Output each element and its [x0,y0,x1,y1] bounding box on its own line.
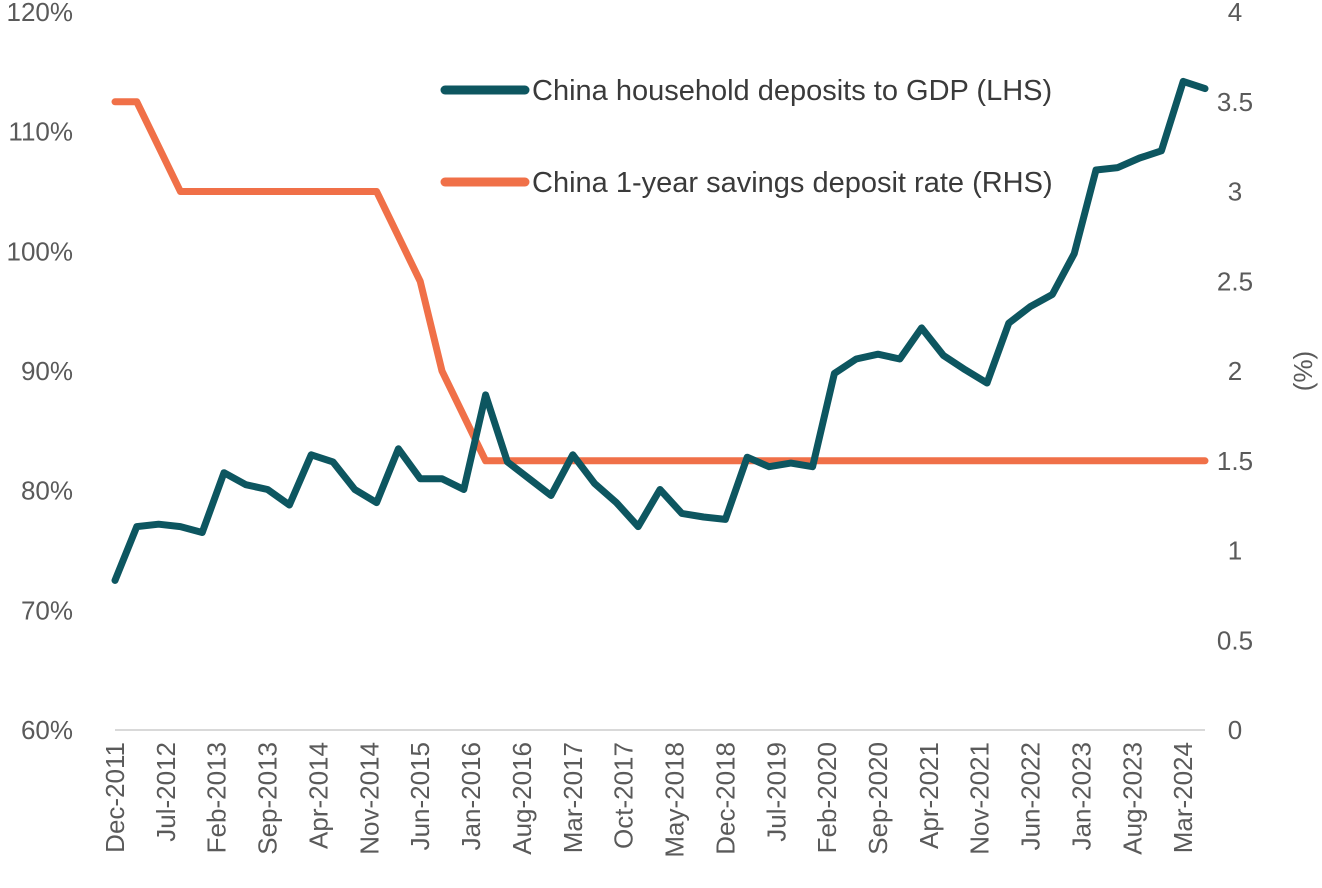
y-right-tick-label: 1.5 [1217,446,1253,476]
x-tick-label: May-2018 [660,742,690,858]
x-tick-label: Oct-2017 [609,742,639,849]
x-tick-label: Apr-2014 [303,742,333,849]
x-tick-label: Jul-2012 [151,742,181,842]
x-tick-label: Feb-2020 [812,742,842,853]
y-right-axis-title: (%) [1288,351,1318,391]
x-tick-label: Apr-2021 [914,742,944,849]
x-tick-label: Jan-2016 [456,742,486,850]
legend-label: China 1-year savings deposit rate (RHS) [532,167,1053,199]
y-right-tick-label: 0.5 [1217,625,1253,655]
series-line-household-deposits [111,77,1209,584]
y-right-tick-label: 1 [1228,536,1242,566]
y-left-tick-label: 120% [7,0,74,27]
y-left-tick-label: 100% [7,236,74,266]
x-tick-label: Jun-2015 [405,742,435,850]
legend-label: China household deposits to GDP (LHS) [532,75,1052,107]
y-right-tick-label: 2 [1228,356,1242,386]
x-tick-label: Sep-2013 [253,742,283,855]
x-tick-label: Nov-2021 [965,742,995,855]
y-right-tick-label: 4 [1228,0,1242,27]
legend: China household deposits to GDP (LHS) Chi… [440,75,1053,199]
y-left-tick-label: 70% [21,595,73,625]
x-tick-label: Jul-2019 [761,742,791,842]
x-tick-label: Jun-2022 [1016,742,1046,850]
axes-group: 60% 70% 80% 90% 100% 110% 120% 0 0.5 1 1.5 2 2.5 3 3.5… [7,0,1319,858]
y-left-tick-label: 60% [21,715,73,745]
y-right-tick-label: 0 [1228,715,1242,745]
y-right-tick-label: 2.5 [1217,266,1253,296]
y-right-tick-label: 3.5 [1217,87,1253,117]
y-left-tick-label: 110% [8,117,73,147]
series-group [111,77,1209,584]
y-left-tick-label: 90% [21,356,73,386]
series-line-savings-rate [111,98,1209,465]
x-tick-label: Nov-2014 [354,742,384,855]
x-tick-label: Feb-2013 [202,742,232,853]
x-tick-label: Mar-2017 [558,742,588,853]
x-tick-label: Dec-2011 [100,742,130,853]
x-tick-label: Aug-2023 [1117,742,1147,855]
x-tick-label: Aug-2016 [507,742,537,855]
x-tick-label: Sep-2020 [863,742,893,855]
x-tick-label: Mar-2024 [1168,742,1198,853]
y-right-tick-label: 3 [1228,177,1242,207]
x-tick-label: Dec-2018 [710,742,740,855]
y-left-tick-label: 80% [21,476,73,506]
x-tick-label: Jan-2023 [1066,742,1096,850]
